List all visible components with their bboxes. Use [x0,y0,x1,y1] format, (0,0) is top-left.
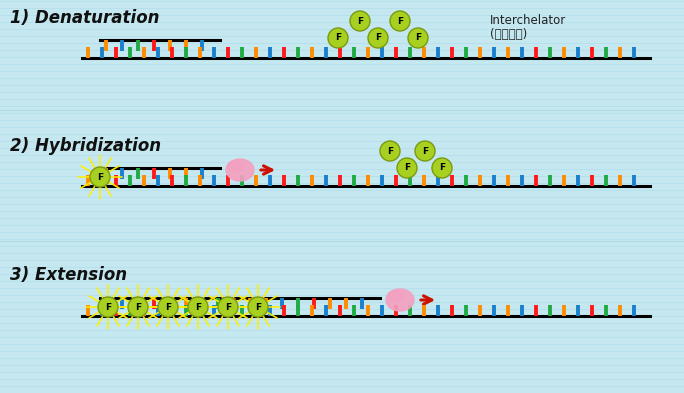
Circle shape [415,141,435,161]
Text: F: F [97,173,103,182]
Text: F: F [105,303,111,312]
Text: F: F [135,303,141,312]
Text: F: F [404,163,410,173]
Circle shape [128,297,148,317]
Text: F: F [255,303,261,312]
Circle shape [98,297,118,317]
Text: F: F [415,33,421,42]
Text: F: F [357,17,363,26]
Circle shape [248,297,268,317]
Text: F: F [165,303,171,312]
Text: 1) Denaturation: 1) Denaturation [10,9,159,27]
Circle shape [408,28,428,48]
Ellipse shape [386,289,414,311]
Text: F: F [422,147,428,156]
Circle shape [188,297,208,317]
Circle shape [368,28,388,48]
Circle shape [350,11,370,31]
Text: Interchelator: Interchelator [490,15,566,28]
Text: 2) Hybridization: 2) Hybridization [10,137,161,155]
Circle shape [432,158,452,178]
Text: (형광물질): (형광물질) [490,29,527,42]
Circle shape [397,158,417,178]
Circle shape [90,167,110,187]
Text: F: F [335,33,341,42]
Text: F: F [375,33,381,42]
Circle shape [158,297,178,317]
Text: F: F [195,303,201,312]
Ellipse shape [228,160,244,171]
Circle shape [218,297,238,317]
Circle shape [328,28,348,48]
Text: 3) Extension: 3) Extension [10,266,127,284]
Ellipse shape [226,159,254,181]
Ellipse shape [388,290,404,301]
Circle shape [390,11,410,31]
Circle shape [380,141,400,161]
Text: F: F [225,303,231,312]
Text: F: F [439,163,445,173]
Text: F: F [387,147,393,156]
Text: F: F [397,17,403,26]
